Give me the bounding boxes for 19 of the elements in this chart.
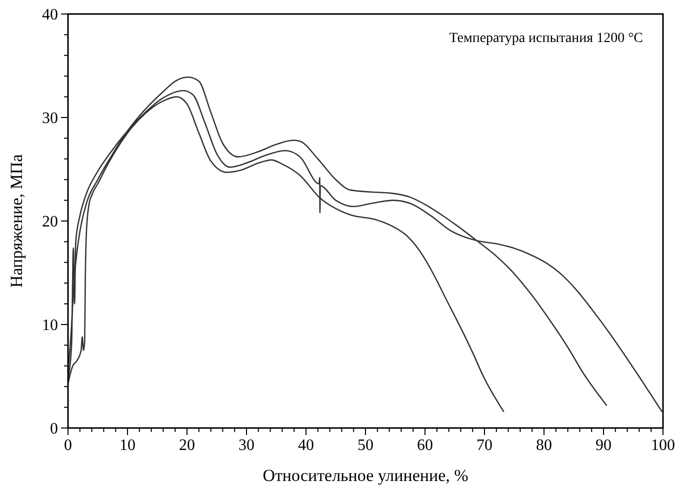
x-tick-label: 10	[120, 437, 136, 454]
y-tick-label: 20	[42, 214, 58, 231]
x-tick-label: 90	[596, 437, 612, 454]
annotation: Температура испытания 1200 °C	[449, 31, 643, 46]
y-tick-label: 30	[42, 110, 58, 128]
x-tick-label: 60	[417, 437, 433, 454]
x-tick-label: 100	[651, 437, 675, 454]
y-tick-label: 40	[42, 6, 58, 24]
x-tick-label: 20	[179, 437, 195, 454]
x-tick-label: 40	[298, 437, 314, 454]
x-tick-label: 0	[64, 437, 72, 454]
x-axis-title: Относительное улинение, %	[262, 466, 468, 485]
y-tick-label: 10	[42, 317, 58, 334]
x-tick-label: 30	[238, 437, 254, 454]
x-tick-label: 50	[358, 437, 374, 454]
x-tick-label: 80	[536, 437, 552, 454]
x-tick-label: 70	[476, 437, 492, 454]
y-axis-title: Напряжение, МПа	[7, 154, 26, 288]
y-tick-label: 0	[50, 420, 58, 438]
